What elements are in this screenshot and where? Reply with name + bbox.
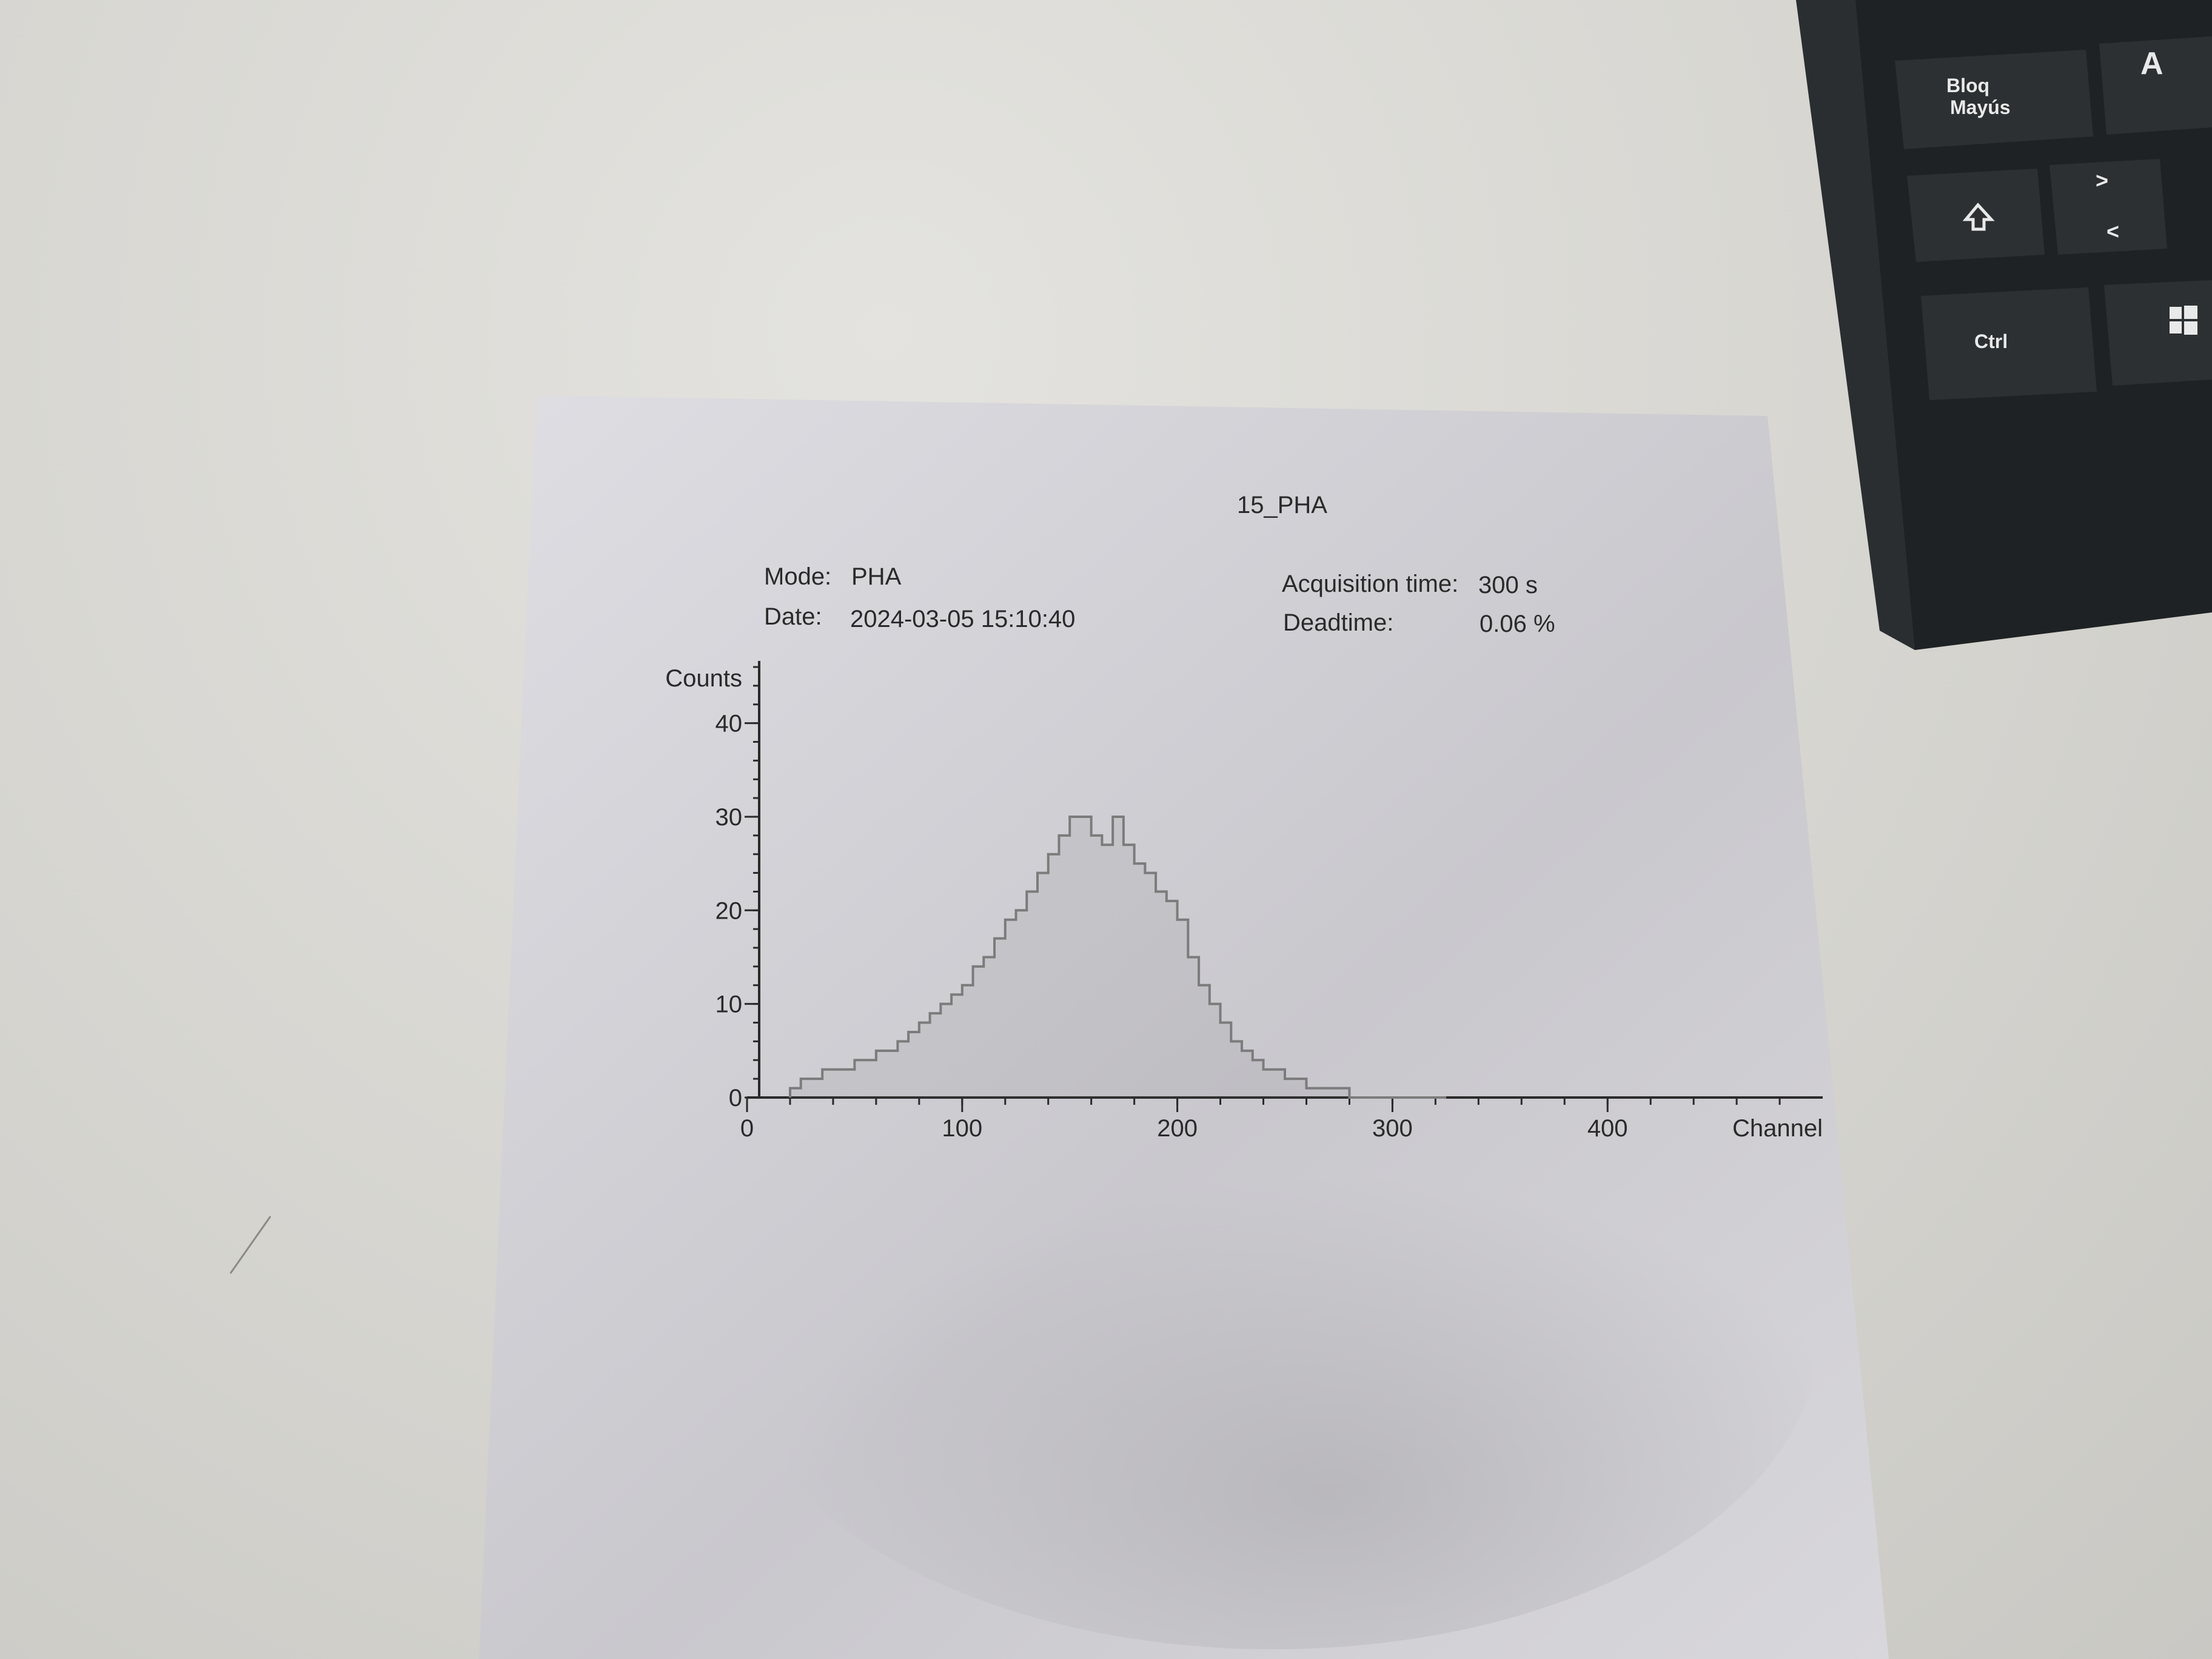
date-label: Date: bbox=[764, 603, 822, 630]
acquisition-time-value: 300 s bbox=[1478, 572, 1538, 598]
keyboard: Bloq Mayús A > < Ctrl bbox=[1796, 0, 2212, 650]
ctrl-key[interactable]: Ctrl bbox=[1921, 287, 2097, 400]
mode-label: Mode: bbox=[764, 563, 831, 590]
histogram-bin bbox=[1016, 910, 1027, 1098]
histogram-bin bbox=[1263, 1069, 1275, 1098]
histogram-bin bbox=[886, 1050, 898, 1098]
histogram-bin bbox=[1199, 985, 1210, 1098]
histogram-bin bbox=[1327, 1088, 1339, 1098]
greater-than-label: > bbox=[2096, 168, 2108, 193]
y-tick-label: 30 bbox=[716, 804, 743, 831]
histogram-bin bbox=[908, 1031, 919, 1098]
histogram-bin bbox=[1166, 900, 1178, 1098]
y-tick-label: 20 bbox=[716, 897, 743, 924]
histogram-bin bbox=[1005, 919, 1016, 1098]
date-value: 2024-03-05 15:10:40 bbox=[850, 606, 1075, 632]
histogram-bin bbox=[897, 1041, 909, 1098]
x-tick-label: 100 bbox=[942, 1115, 982, 1142]
histogram-bin bbox=[811, 1079, 823, 1098]
deadtime-value: 0.06 % bbox=[1480, 611, 1555, 637]
ctrl-label: Ctrl bbox=[1974, 330, 2008, 352]
histogram-bin bbox=[1091, 835, 1102, 1098]
histogram-bin bbox=[1338, 1088, 1350, 1098]
histogram-bin bbox=[1231, 1041, 1242, 1098]
less-than-label: < bbox=[2106, 219, 2119, 244]
acquisition-time-label: Acquisition time: bbox=[1282, 571, 1458, 597]
histogram-chart: 0 10 20 30 40 Counts 0 100 200 300 400 Channel bbox=[665, 661, 1823, 1142]
histogram-bin bbox=[973, 966, 984, 1098]
histogram-bin bbox=[876, 1050, 887, 1098]
histogram-bin bbox=[1102, 845, 1113, 1098]
x-tick-label: 0 bbox=[740, 1115, 754, 1142]
histogram-bin bbox=[1252, 1060, 1264, 1098]
histogram-bin bbox=[1048, 854, 1059, 1098]
histogram-bin bbox=[1037, 873, 1048, 1098]
left-shift-key[interactable] bbox=[1907, 169, 2045, 262]
shift-arrow-icon bbox=[1962, 203, 1995, 231]
histogram-bin bbox=[1209, 1004, 1221, 1098]
a-key-label: A bbox=[2140, 46, 2163, 81]
histogram-bin bbox=[1070, 816, 1081, 1098]
y-tick-label: 10 bbox=[716, 991, 743, 1018]
histogram-bin bbox=[1242, 1050, 1253, 1098]
x-tick-label: 400 bbox=[1587, 1115, 1628, 1142]
histogram-bin bbox=[951, 994, 962, 1098]
histogram-bin bbox=[789, 1088, 801, 1098]
histogram-bin bbox=[854, 1060, 866, 1098]
x-tick-label: 300 bbox=[1372, 1115, 1413, 1142]
histogram-bin bbox=[1220, 1022, 1232, 1098]
caps-lock-label-line1: Bloq bbox=[1946, 75, 1989, 96]
histogram-bin bbox=[1059, 835, 1070, 1098]
deadtime-label: Deadtime: bbox=[1283, 609, 1393, 636]
histogram-bin bbox=[865, 1060, 876, 1098]
histogram-bin bbox=[833, 1069, 844, 1098]
histogram-bin bbox=[1274, 1069, 1285, 1098]
caps-lock-label-line2: Mayús bbox=[1950, 96, 2011, 118]
windows-logo-icon bbox=[2170, 306, 2197, 335]
histogram-bin bbox=[800, 1079, 812, 1098]
histogram-bin bbox=[1027, 891, 1037, 1098]
histogram-bin bbox=[940, 1004, 952, 1098]
y-axis-label: Counts bbox=[665, 665, 742, 692]
histogram-bin bbox=[1285, 1079, 1296, 1098]
histogram-bin bbox=[1156, 891, 1167, 1098]
paper-sheet bbox=[479, 395, 1889, 1659]
histogram-bin bbox=[919, 1022, 930, 1098]
histogram-bin bbox=[1123, 845, 1134, 1098]
histogram-series-line bbox=[788, 815, 1447, 1099]
chart-title: 15_PHA bbox=[1237, 492, 1327, 518]
histogram-bin bbox=[1188, 957, 1199, 1098]
a-key[interactable]: A bbox=[2099, 36, 2212, 135]
histogram-bin bbox=[994, 938, 1005, 1098]
x-tick-label: 200 bbox=[1157, 1115, 1198, 1142]
histogram-bin bbox=[1177, 919, 1188, 1098]
histogram-bin bbox=[984, 957, 995, 1098]
histogram-bin bbox=[843, 1069, 855, 1098]
x-axis-label: Channel bbox=[1732, 1115, 1823, 1142]
histogram-bin bbox=[1317, 1088, 1328, 1098]
caps-lock-key[interactable]: Bloq Mayús bbox=[1895, 50, 2093, 149]
histogram-bin bbox=[1306, 1088, 1318, 1098]
y-tick-label: 0 bbox=[729, 1085, 742, 1111]
histogram-bin bbox=[1113, 816, 1124, 1098]
histogram-bin bbox=[962, 985, 973, 1098]
angle-bracket-key[interactable]: > < bbox=[2049, 159, 2167, 255]
y-tick-label: 40 bbox=[716, 711, 743, 737]
windows-key[interactable] bbox=[2104, 280, 2212, 386]
histogram-bin bbox=[822, 1069, 833, 1098]
pencil-mark bbox=[229, 1216, 272, 1274]
mode-value: PHA bbox=[851, 563, 902, 590]
histogram-bin bbox=[1145, 873, 1156, 1098]
histogram-bin bbox=[1295, 1079, 1307, 1098]
histogram-bin bbox=[1080, 816, 1091, 1098]
histogram-bin bbox=[930, 1013, 941, 1098]
histogram-bin bbox=[1134, 863, 1145, 1098]
